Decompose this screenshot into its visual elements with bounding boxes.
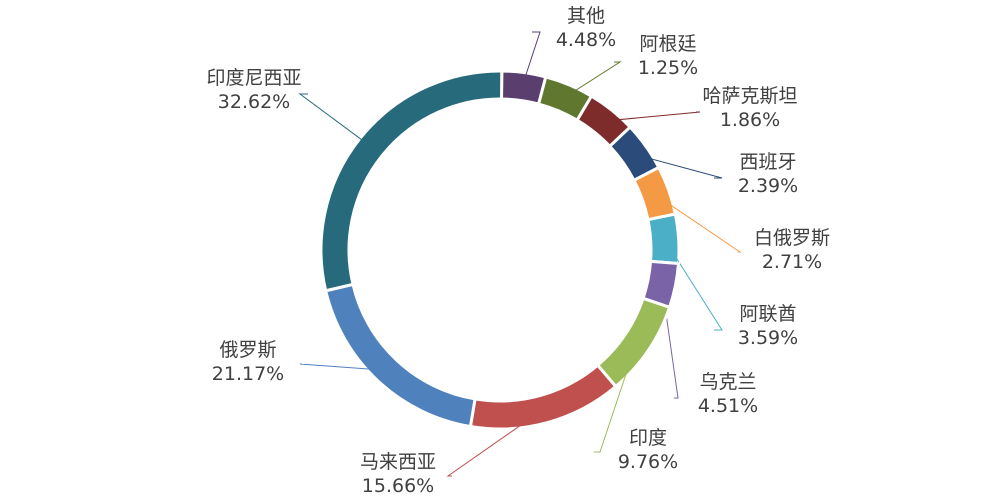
slice-label-6: 乌克兰	[699, 371, 756, 393]
slice-percent-3: 2.39%	[738, 175, 798, 197]
slice-percent-8: 15.66%	[362, 475, 434, 497]
slice-label-2: 哈萨克斯坦	[702, 85, 797, 107]
leader-line-2	[603, 111, 701, 122]
leader-line-7	[594, 342, 637, 453]
leader-line-0	[521, 31, 541, 87]
leader-line-9	[299, 363, 388, 371]
donut-slice-7	[595, 296, 672, 389]
slice-label-5: 阿联酋	[739, 303, 796, 325]
slice-percent-1: 1.25%	[638, 57, 698, 79]
slice-percent-7: 9.76%	[618, 451, 678, 473]
donut-slice-10	[319, 69, 504, 293]
leader-line-5	[664, 239, 723, 331]
donut-slice-9	[323, 282, 477, 429]
slice-label-8: 马来西亚	[360, 451, 436, 473]
slice-label-7: 印度	[629, 427, 667, 449]
slice-percent-10: 32.62%	[218, 91, 290, 113]
slice-percent-0: 4.48%	[556, 29, 616, 51]
leader-line-1	[563, 61, 622, 99]
slice-label-10: 印度尼西亚	[206, 67, 301, 89]
slice-label-4: 白俄罗斯	[754, 227, 830, 249]
donut-slice-8	[468, 363, 618, 431]
slice-percent-5: 3.59%	[738, 327, 798, 349]
leader-line-8	[446, 408, 545, 477]
slice-label-0: 其他	[567, 5, 605, 27]
slice-label-1: 阿根廷	[639, 33, 696, 55]
donut-slice-5	[646, 212, 681, 266]
leader-line-10	[298, 93, 372, 148]
leader-line-6	[661, 282, 679, 399]
leader-line-3	[634, 153, 723, 179]
slice-label-3: 西班牙	[739, 151, 796, 173]
leader-line-4	[655, 194, 742, 253]
slice-percent-2: 1.86%	[720, 109, 780, 131]
slice-label-9: 俄罗斯	[219, 339, 276, 361]
slice-percent-9: 21.17%	[212, 363, 284, 385]
slice-percent-6: 4.51%	[698, 395, 758, 417]
slice-percent-4: 2.71%	[762, 251, 822, 273]
